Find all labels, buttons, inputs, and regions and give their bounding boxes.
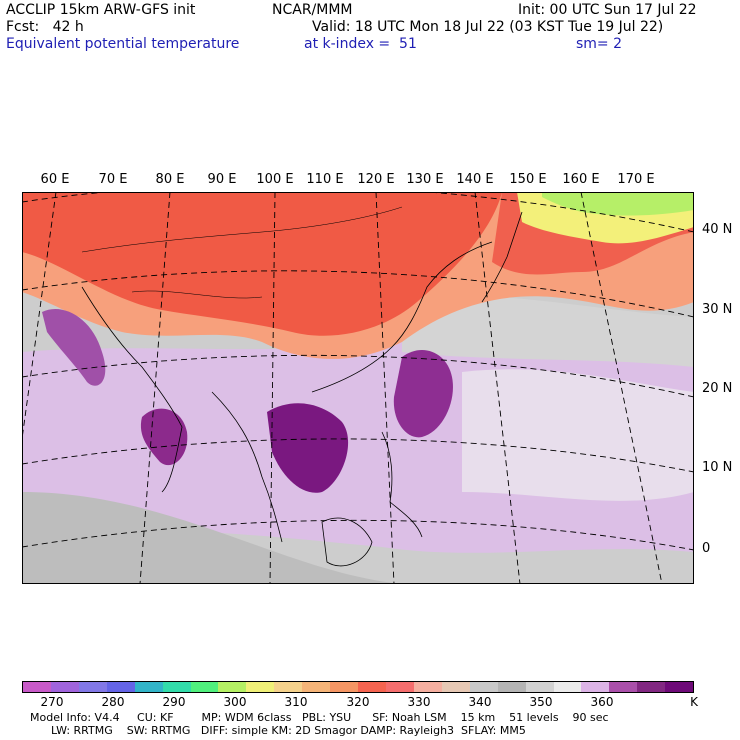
colorbar-swatch-3 <box>106 682 135 692</box>
graticule-lat-30n <box>22 270 694 318</box>
philippine-sea-purple-region <box>393 349 453 438</box>
indochina-purple-region <box>267 403 349 493</box>
india-coastline <box>81 286 183 493</box>
field-name: Equivalent potential temperature <box>6 36 240 52</box>
colorbar-swatch-8 <box>246 682 275 692</box>
borneo-outline <box>321 517 373 567</box>
org-label: NCAR/MMM <box>272 2 353 18</box>
colorbar-tick-320: 320 <box>346 695 370 709</box>
lon-label-60e: 60 E <box>40 172 70 187</box>
lon-label-90e: 90 E <box>207 172 237 187</box>
lon-label-80e: 80 E <box>155 172 185 187</box>
colorbar-tick-360: 360 <box>590 695 614 709</box>
colorbar-swatch-16 <box>469 682 498 692</box>
colorbar-swatch-12 <box>358 682 386 692</box>
china-coastline <box>311 241 493 393</box>
lat-label-40n: 40 N <box>702 222 733 237</box>
lon-label-150e: 150 E <box>509 172 547 187</box>
lon-label-140e: 140 E <box>456 172 494 187</box>
colorbar-swatch-17 <box>497 682 526 692</box>
colorbar <box>22 681 694 693</box>
warm-red-region <box>22 192 502 336</box>
colorbar-tick-270: 270 <box>40 695 64 709</box>
colorbar-swatch-14 <box>413 682 442 692</box>
lon-label-160e: 160 E <box>562 172 600 187</box>
colorbar-tick-300: 300 <box>223 695 247 709</box>
colorbar-swatch-2 <box>78 682 107 692</box>
northeast-green-region <box>542 192 694 216</box>
level-label: at k-index = 51 <box>304 36 417 52</box>
graticule-lat-10n <box>22 438 694 473</box>
ocean-light-region <box>462 369 694 501</box>
colorbar-swatch-13 <box>385 682 414 692</box>
colorbar-swatch-11 <box>330 682 359 692</box>
japan-coastline <box>481 211 523 303</box>
southern-gray-band <box>22 492 402 584</box>
colorbar-swatch-5 <box>162 682 191 692</box>
colorbar-tick-290: 290 <box>162 695 186 709</box>
indian-purple-region <box>42 308 106 386</box>
colorbar-tick-340: 340 <box>468 695 492 709</box>
colorbar-swatch-0 <box>23 682 51 692</box>
lat-label-0: 0 <box>702 541 711 556</box>
pacific-gray-band <box>402 294 694 367</box>
colorbar-tick-310: 310 <box>284 695 308 709</box>
colorbar-swatch-9 <box>274 682 303 692</box>
colorbar-swatch-23 <box>665 682 694 692</box>
graticule-lon-120e <box>375 192 395 584</box>
colorbar-swatch-18 <box>525 682 554 692</box>
colorbar-unit: K <box>690 695 698 709</box>
forecast-hour: Fcst: 42 h <box>6 19 84 35</box>
theta-e-map <box>22 192 694 584</box>
graticule-lon-80e <box>139 192 171 584</box>
graticule-lon-100e <box>269 192 276 584</box>
graticule-lat-0 <box>22 519 694 551</box>
model-info-line2: LW: RRTMG SW: RRTMG DIFF: simple KM: 2D … <box>30 724 526 737</box>
colorbar-swatch-1 <box>50 682 79 692</box>
model-info-line1: Model Info: V4.4 CU: KF MP: WDM 6class P… <box>30 711 609 724</box>
colorbar-swatch-6 <box>190 682 219 692</box>
lon-label-110e: 110 E <box>306 172 344 187</box>
colorbar-swatch-20 <box>581 682 610 692</box>
run-title: ACCLIP 15km ARW-GFS init <box>6 2 196 18</box>
colorbar-swatch-4 <box>134 682 163 692</box>
lon-label-130e: 130 E <box>406 172 444 187</box>
colorbar-tick-280: 280 <box>101 695 125 709</box>
graticule-lon-60e <box>22 192 57 443</box>
init-time: Init: 00 UTC Sun 17 Jul 22 <box>518 2 697 18</box>
colorbar-swatch-7 <box>218 682 247 692</box>
colorbar-swatch-19 <box>553 682 582 692</box>
lon-label-170e: 170 E <box>617 172 655 187</box>
lat-label-10n: 10 N <box>702 460 733 475</box>
borders <box>81 206 403 299</box>
graticule-lon-140e <box>474 192 521 584</box>
se-asia-coastline <box>211 391 283 543</box>
colorbar-tick-350: 350 <box>529 695 553 709</box>
map-frame <box>22 192 694 584</box>
colorbar-swatch-21 <box>609 682 638 692</box>
colorbar-swatch-22 <box>637 682 666 692</box>
lon-label-100e: 100 E <box>256 172 294 187</box>
colorbar-swatch-15 <box>441 682 470 692</box>
smoothing-label: sm= 2 <box>576 36 623 52</box>
lat-label-30n: 30 N <box>702 302 733 317</box>
lon-label-70e: 70 E <box>98 172 128 187</box>
valid-time: Valid: 18 UTC Mon 18 Jul 22 (03 KST Tue … <box>312 19 664 35</box>
colorbar-swatch-10 <box>302 682 331 692</box>
graticule-lon-160e <box>580 192 663 584</box>
colorbar-tick-330: 330 <box>407 695 431 709</box>
lat-label-20n: 20 N <box>702 381 733 396</box>
lon-label-120e: 120 E <box>357 172 395 187</box>
